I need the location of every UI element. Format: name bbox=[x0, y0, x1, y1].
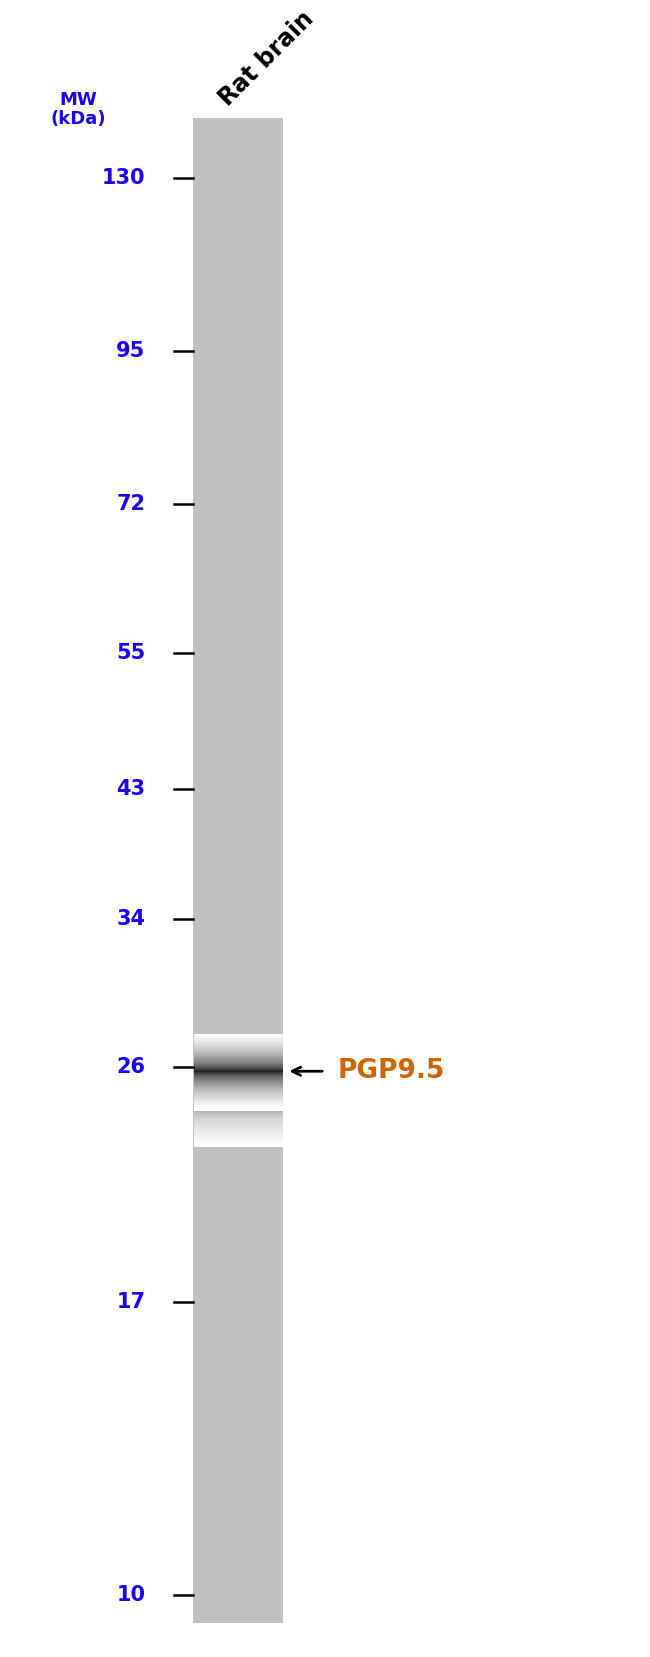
Text: Rat brain: Rat brain bbox=[215, 7, 319, 109]
Text: 55: 55 bbox=[116, 643, 146, 663]
Bar bbox=[194, 118, 283, 1622]
Text: 17: 17 bbox=[116, 1291, 146, 1312]
Text: MW
(kDa): MW (kDa) bbox=[50, 91, 106, 129]
Text: 130: 130 bbox=[102, 167, 146, 189]
Text: 72: 72 bbox=[116, 494, 146, 514]
Text: 34: 34 bbox=[116, 908, 146, 930]
Text: PGP9.5: PGP9.5 bbox=[338, 1059, 445, 1084]
Text: 43: 43 bbox=[116, 779, 146, 799]
Text: 95: 95 bbox=[116, 341, 146, 361]
Text: 10: 10 bbox=[116, 1584, 146, 1604]
Text: 26: 26 bbox=[116, 1057, 146, 1077]
